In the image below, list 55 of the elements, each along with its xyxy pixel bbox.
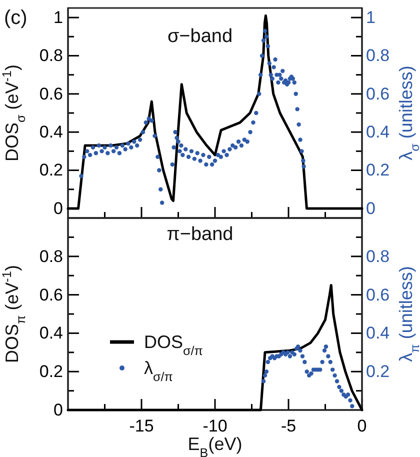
y-tick-label: 0.2 bbox=[39, 362, 63, 382]
point bbox=[326, 354, 330, 358]
y-tick-label: 0.2 bbox=[39, 160, 63, 180]
point bbox=[322, 348, 327, 353]
legend-label: λ$_{σ/π}$ bbox=[144, 358, 174, 384]
y2-tick-label: 0.8 bbox=[366, 246, 390, 266]
point bbox=[328, 360, 333, 364]
point bbox=[286, 350, 290, 355]
legend-label: DOS$_{σ/π}$ bbox=[144, 332, 204, 358]
y-tick-label: 0.6 bbox=[39, 285, 63, 304]
point bbox=[288, 354, 292, 358]
x-axis-title: E$_{B}$(eV) bbox=[188, 434, 242, 457]
y-tick-label: 0.6 bbox=[39, 84, 63, 104]
y2-tick-label: 0.6 bbox=[366, 84, 390, 104]
x-tick-label: -15 bbox=[129, 416, 154, 436]
y-tick-label: 0.8 bbox=[39, 46, 63, 66]
x-tick-label: -5 bbox=[280, 416, 296, 436]
point bbox=[350, 404, 354, 408]
y2-tick-label: 0.4 bbox=[366, 324, 390, 343]
point bbox=[346, 392, 350, 397]
y-tick-label: 0 bbox=[54, 400, 63, 420]
annotation: π−band bbox=[166, 224, 234, 245]
y2-tick-label: 1 bbox=[366, 8, 376, 27]
point bbox=[339, 388, 344, 393]
point bbox=[330, 368, 335, 372]
point bbox=[262, 373, 268, 378]
y2-tick-label: 0.6 bbox=[366, 285, 390, 304]
y-tick-label: 0.4 bbox=[39, 324, 63, 343]
point bbox=[320, 360, 324, 364]
point bbox=[348, 398, 352, 403]
y2-tick-label: 0.4 bbox=[366, 122, 390, 142]
annotation: σ−band bbox=[167, 26, 233, 47]
point bbox=[298, 348, 302, 353]
point bbox=[324, 344, 328, 349]
y-tick-label: 0 bbox=[54, 198, 63, 218]
point bbox=[334, 379, 340, 384]
point bbox=[300, 354, 305, 358]
x-tick-label: -10 bbox=[202, 416, 228, 436]
point bbox=[332, 373, 337, 378]
y-tick-label: 0.4 bbox=[39, 122, 63, 142]
y2-tick-label: 0 bbox=[366, 198, 376, 218]
point bbox=[266, 360, 270, 364]
y2-tick-label: 0.2 bbox=[366, 362, 390, 382]
point bbox=[261, 379, 266, 384]
point bbox=[302, 360, 307, 364]
text: (c) bbox=[4, 7, 28, 29]
point bbox=[337, 384, 342, 390]
point bbox=[304, 369, 309, 374]
point bbox=[264, 369, 269, 374]
x-tick-label: 0 bbox=[357, 416, 367, 436]
point bbox=[309, 371, 314, 376]
y-tick-label: 1 bbox=[54, 8, 63, 27]
y2-tick-label: 0.8 bbox=[366, 46, 390, 66]
y-tick-label: 0.8 bbox=[39, 246, 63, 266]
y2-tick-label: 0.2 bbox=[366, 160, 390, 180]
